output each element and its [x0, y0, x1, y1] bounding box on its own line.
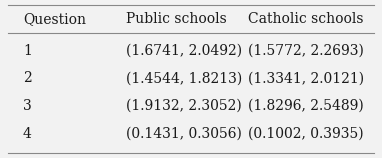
Text: (1.4544, 1.8213): (1.4544, 1.8213)	[126, 71, 242, 85]
Text: (1.8296, 2.5489): (1.8296, 2.5489)	[248, 99, 364, 113]
Text: 2: 2	[23, 71, 32, 85]
Text: 1: 1	[23, 44, 32, 58]
Text: (0.1431, 0.3056): (0.1431, 0.3056)	[126, 127, 242, 140]
Text: Catholic schools: Catholic schools	[248, 12, 364, 26]
Text: Question: Question	[23, 12, 86, 26]
Text: 3: 3	[23, 99, 32, 113]
Text: 4: 4	[23, 127, 32, 140]
Text: (1.5772, 2.2693): (1.5772, 2.2693)	[248, 44, 364, 58]
Text: (1.3341, 2.0121): (1.3341, 2.0121)	[248, 71, 364, 85]
Text: (1.9132, 2.3052): (1.9132, 2.3052)	[126, 99, 242, 113]
Text: (1.6741, 2.0492): (1.6741, 2.0492)	[126, 44, 242, 58]
Text: Public schools: Public schools	[126, 12, 227, 26]
Text: (0.1002, 0.3935): (0.1002, 0.3935)	[248, 127, 364, 140]
